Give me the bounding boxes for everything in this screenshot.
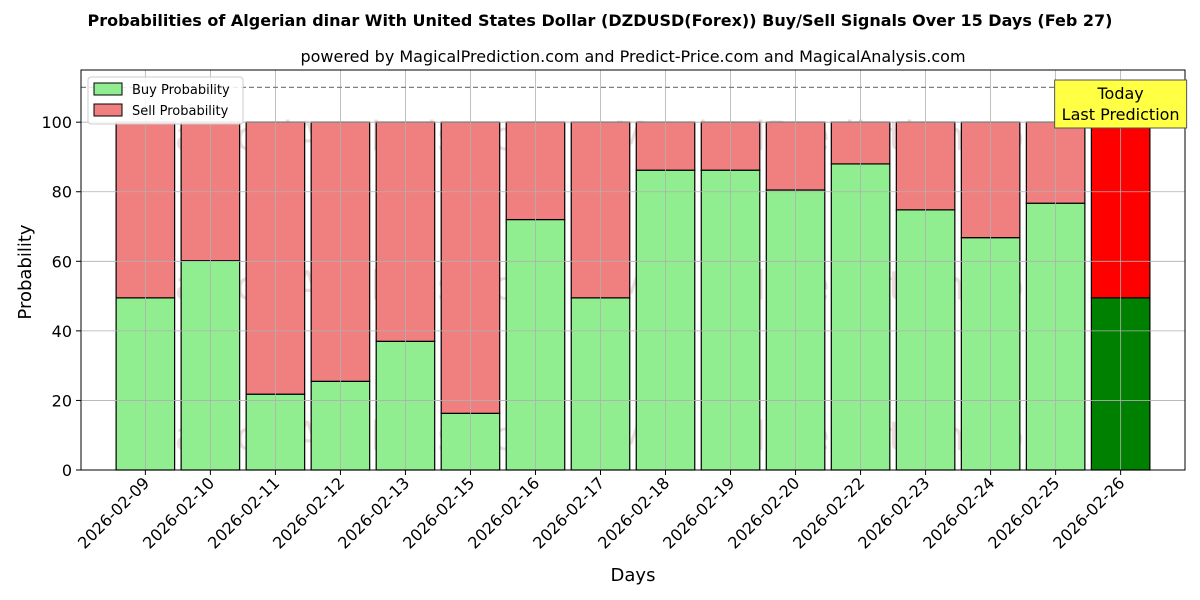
today-annotation-line1: Today [1096, 84, 1143, 103]
y-tick-label: 80 [52, 183, 72, 202]
axes-frame [80, 69, 1186, 471]
legend-swatch-sell [93, 103, 123, 117]
legend-swatch-buy [93, 82, 123, 96]
y-tick-label: 0 [62, 461, 72, 480]
today-annotation-line2: Last Prediction [1062, 105, 1180, 124]
today-annotation-box [1054, 79, 1188, 129]
y-tick-label: 20 [52, 391, 72, 410]
legend-label-sell: Sell Probability [132, 104, 229, 119]
x-axis-label: Days [611, 565, 656, 586]
chart-subtitle: powered by MagicalPrediction.com and Pre… [300, 47, 965, 66]
y-tick-label: 100 [41, 113, 72, 132]
y-axis-label: Probability [15, 224, 36, 319]
legend-box [87, 76, 244, 125]
plot-area: MagicalAnalysis.comMagicalPrediction.com… [41, 69, 1188, 553]
y-tick-label: 60 [52, 252, 72, 271]
y-tick-label: 40 [52, 322, 72, 341]
legend-label-buy: Buy Probability [132, 83, 230, 98]
chart-title: Probabilities of Algerian dinar With Uni… [88, 11, 1113, 30]
